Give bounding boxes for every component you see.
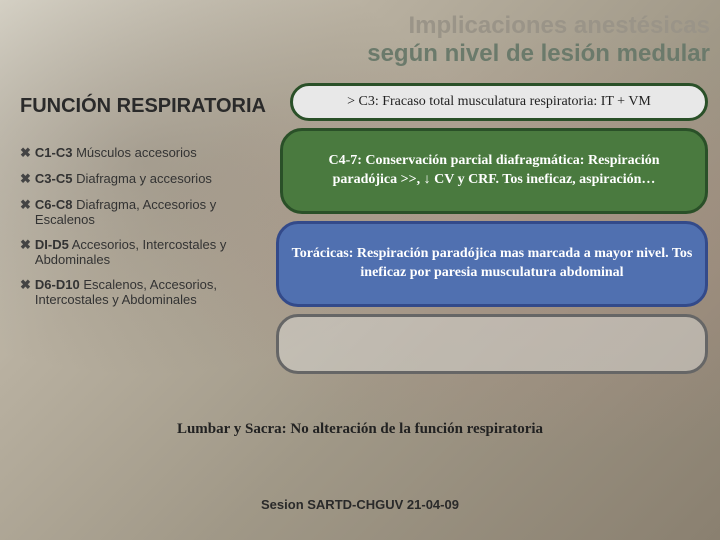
cross-icon: ✖ (20, 197, 31, 213)
cross-icon: ✖ (20, 277, 31, 293)
list-item-text: C6-C8 Diafragma, Accesorios y Escalenos (35, 197, 265, 227)
list-item: ✖ C1-C3 Músculos accesorios (20, 145, 265, 161)
box1-text: > C3: Fracaso total musculatura respirat… (347, 94, 651, 110)
info-lumbar-sacra: Lumbar y Sacra: No alteración de la func… (120, 400, 600, 460)
footer-session: Sesion SARTD-CHGUV 21-04-09 (0, 497, 720, 512)
cross-icon: ✖ (20, 237, 31, 253)
list-item: ✖C6-C8 Diafragma, Accesorios y Escalenos (20, 197, 265, 227)
list-item: ✖D6-D10 Escalenos, Accesorios, Intercost… (20, 277, 265, 307)
cross-icon: ✖ (20, 171, 31, 187)
slide-title: Implicaciones anestésicas según nivel de… (367, 12, 710, 67)
list-item: ✖DI-D5 Accesorios, Intercostales y Abdom… (20, 237, 265, 267)
list-item-text: DI-D5 Accesorios, Intercostales y Abdomi… (35, 237, 265, 267)
box2-text: C4-7: Conservación parcial diafragmática… (295, 152, 693, 190)
info-box-c3: > C3: Fracaso total musculatura respirat… (290, 83, 708, 121)
title-line1: Implicaciones anestésicas (409, 12, 711, 39)
section-subtitle: FUNCIÓN RESPIRATORIA (20, 95, 266, 118)
list-item: ✖ C3-C5 Diafragma y accesorios (20, 171, 265, 187)
list-item-text: D6-D10 Escalenos, Accesorios, Intercosta… (35, 277, 265, 307)
info-box-empty (276, 314, 708, 374)
title-line2: según nivel de lesión medular (367, 40, 710, 67)
muscle-level-list: ✖ C1-C3 Músculos accesorios ✖ C3-C5 Diafrag… (20, 145, 265, 317)
list-item-text: C3-C5 Diafragma y accesorios (35, 171, 212, 186)
list-item-text: C1-C3 Músculos accesorios (35, 145, 197, 160)
box3-text: Torácicas: Respiración paradójica mas ma… (291, 245, 693, 283)
info-box-thoracic: Torácicas: Respiración paradójica mas ma… (276, 221, 708, 307)
cross-icon: ✖ (20, 145, 31, 161)
box5-text: Lumbar y Sacra: No alteración de la func… (177, 420, 543, 440)
info-box-c4-7: C4-7: Conservación parcial diafragmática… (280, 128, 708, 214)
